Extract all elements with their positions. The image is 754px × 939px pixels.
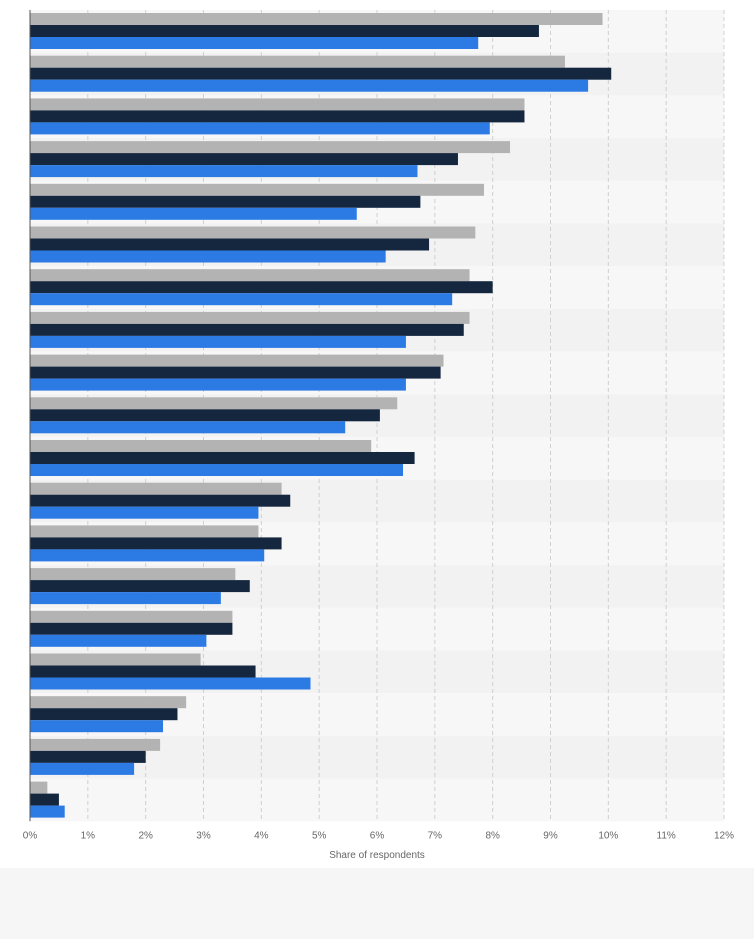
bar[interactable] xyxy=(30,238,430,251)
category-group xyxy=(30,440,415,476)
bar[interactable] xyxy=(30,165,418,178)
bar[interactable] xyxy=(30,55,565,68)
bar[interactable] xyxy=(30,98,525,111)
bar[interactable] xyxy=(30,122,490,135)
bar[interactable] xyxy=(30,720,164,733)
bar[interactable] xyxy=(30,696,187,709)
bar[interactable] xyxy=(30,281,493,294)
x-tick-label: 8% xyxy=(485,830,500,841)
bar[interactable] xyxy=(30,549,265,562)
bar[interactable] xyxy=(30,452,415,464)
bar-chart: 0% 1% 2% 3% 4% 5% 6% 7% 8% 9% 10% 11% 12% Share of r… xyxy=(23,10,734,861)
category-group xyxy=(30,653,311,690)
x-tick-label: 7% xyxy=(428,830,443,841)
x-tick-label: 11% xyxy=(657,830,676,841)
category-group xyxy=(30,482,291,519)
category-group xyxy=(30,738,161,775)
bar[interactable] xyxy=(30,440,372,452)
bar[interactable] xyxy=(30,226,476,239)
bar[interactable] xyxy=(30,622,233,635)
x-tick-label: 0% xyxy=(23,830,38,841)
bar[interactable] xyxy=(30,409,380,422)
x-tick-label: 12% xyxy=(714,830,734,841)
bar[interactable] xyxy=(30,506,259,519)
category-group xyxy=(30,610,233,647)
bar[interactable] xyxy=(30,207,357,220)
bar[interactable] xyxy=(30,354,444,367)
category-group xyxy=(30,525,282,562)
x-tick-label: 3% xyxy=(196,830,211,841)
bar[interactable] xyxy=(30,708,178,721)
bar[interactable] xyxy=(30,153,458,166)
bar[interactable] xyxy=(30,323,464,336)
bar[interactable] xyxy=(30,25,539,37)
bar[interactable] xyxy=(30,183,484,196)
bar[interactable] xyxy=(30,67,612,80)
x-tick-label: 1% xyxy=(81,830,96,841)
bar[interactable] xyxy=(30,494,291,507)
category-group xyxy=(30,141,511,178)
bar[interactable] xyxy=(30,634,207,647)
bar[interactable] xyxy=(30,482,282,495)
category-group xyxy=(30,696,187,733)
bar[interactable] xyxy=(30,397,398,410)
x-tick-label: 10% xyxy=(598,830,618,841)
bar[interactable] xyxy=(30,79,589,92)
bar[interactable] xyxy=(30,738,161,751)
bar[interactable] xyxy=(30,568,236,581)
x-tick-label: 2% xyxy=(138,830,153,841)
category-group xyxy=(30,13,603,49)
category-group xyxy=(30,183,484,220)
category-group xyxy=(30,568,250,605)
bar[interactable] xyxy=(30,793,59,806)
bar[interactable] xyxy=(30,750,146,763)
bar[interactable] xyxy=(30,311,470,324)
bar[interactable] xyxy=(30,250,386,263)
bar[interactable] xyxy=(30,525,259,538)
bar[interactable] xyxy=(30,13,603,25)
bar[interactable] xyxy=(30,665,256,678)
bar[interactable] xyxy=(30,781,48,794)
bar[interactable] xyxy=(30,762,135,775)
bars xyxy=(30,13,612,818)
category-group xyxy=(30,98,525,135)
tick-labels: 0% 1% 2% 3% 4% 5% 6% 7% 8% 9% 10% 11% 12% xyxy=(23,830,734,841)
category-group xyxy=(30,269,493,306)
category-group xyxy=(30,55,612,92)
bar[interactable] xyxy=(30,805,65,818)
category-group xyxy=(30,354,444,391)
bar[interactable] xyxy=(30,421,346,434)
category-group xyxy=(30,311,470,348)
x-axis-title: Share of respondents xyxy=(329,850,425,861)
bar[interactable] xyxy=(30,580,250,593)
bar[interactable] xyxy=(30,195,421,208)
category-group xyxy=(30,226,476,263)
footer-band xyxy=(0,868,754,939)
bar[interactable] xyxy=(30,37,479,49)
bar[interactable] xyxy=(30,537,282,550)
x-tick-label: 6% xyxy=(370,830,385,841)
bar[interactable] xyxy=(30,110,525,123)
category-group xyxy=(30,781,65,818)
bar[interactable] xyxy=(30,335,406,348)
bar[interactable] xyxy=(30,269,470,282)
bar[interactable] xyxy=(30,378,406,391)
bar[interactable] xyxy=(30,653,201,666)
bar[interactable] xyxy=(30,141,511,154)
bar[interactable] xyxy=(30,366,441,379)
bar[interactable] xyxy=(30,293,453,306)
x-tick-label: 5% xyxy=(312,830,327,841)
x-tick-label: 4% xyxy=(254,830,269,841)
category-group xyxy=(30,397,398,434)
bar[interactable] xyxy=(30,592,221,605)
bar[interactable] xyxy=(30,464,404,476)
x-tick-label: 9% xyxy=(543,830,558,841)
row-band xyxy=(30,778,724,822)
bar[interactable] xyxy=(30,610,233,623)
bar[interactable] xyxy=(30,677,311,690)
